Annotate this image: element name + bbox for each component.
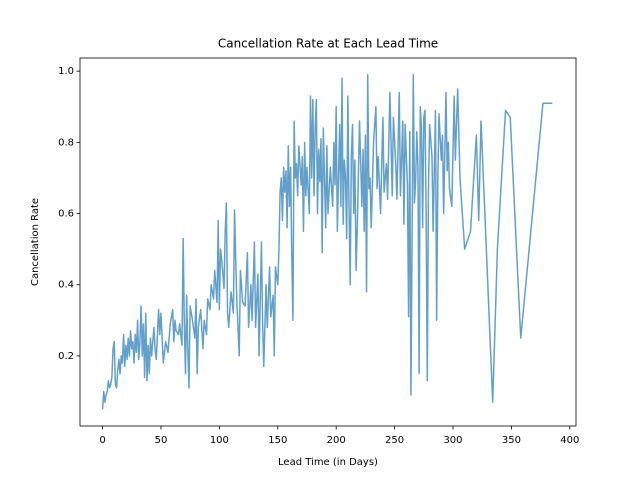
x-tick-label: 400 <box>560 435 579 446</box>
x-axis-label: Lead Time (in Days) <box>278 457 378 468</box>
x-tick-label: 50 <box>155 435 168 446</box>
y-tick-label: 0.4 <box>58 280 74 291</box>
plot-area <box>101 73 553 410</box>
y-axis-label: Cancellation Rate <box>30 198 41 286</box>
y-tick-label: 0.6 <box>58 209 74 220</box>
data-line <box>101 73 553 410</box>
x-tick-label: 100 <box>210 435 229 446</box>
x-tick-label: 350 <box>502 435 521 446</box>
y-tick-label: 0.8 <box>58 137 74 148</box>
x-tick-label: 0 <box>99 435 105 446</box>
x-tick-label: 150 <box>268 435 287 446</box>
y-tick-label: 0.2 <box>58 351 74 362</box>
y-tick-label: 1.0 <box>58 66 74 77</box>
axes-frame <box>79 57 577 427</box>
x-tick-label: 250 <box>385 435 404 446</box>
x-tick-label: 300 <box>443 435 462 446</box>
chart-title: Cancellation Rate at Each Lead Time <box>218 37 438 51</box>
x-tick-label: 200 <box>327 435 346 446</box>
